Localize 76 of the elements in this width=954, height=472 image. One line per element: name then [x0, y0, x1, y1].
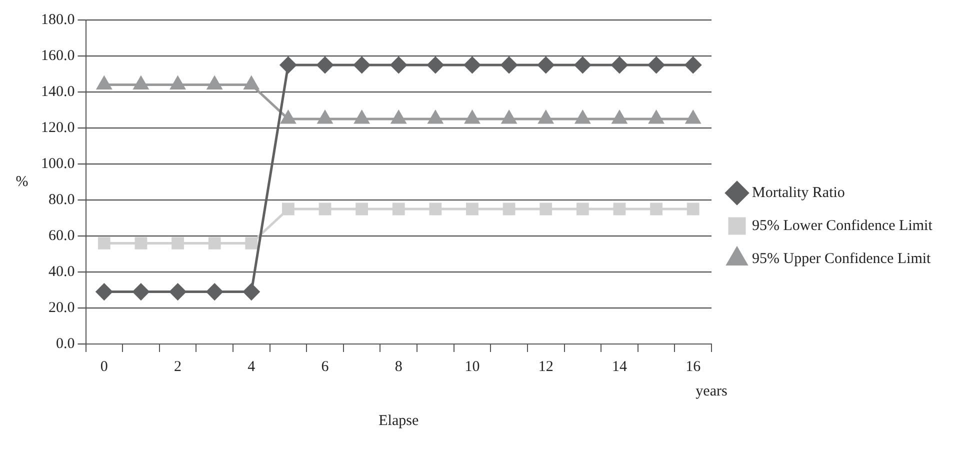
point: [648, 56, 665, 74]
x-axis-title: Elapse: [378, 412, 419, 429]
point: [648, 110, 664, 124]
x-tick-label: 4: [248, 358, 256, 375]
y-tick-label: 20.0: [48, 300, 75, 316]
point: [354, 110, 370, 124]
point: [538, 56, 554, 74]
point: [686, 110, 700, 124]
point: [575, 110, 590, 124]
text: years: [696, 383, 728, 400]
y-tick-label: 40.0: [48, 264, 75, 280]
y-axis-title: %: [16, 174, 28, 190]
point: [684, 56, 702, 74]
point: [170, 284, 186, 300]
point: [170, 76, 186, 90]
point: [206, 284, 223, 300]
point: [245, 237, 258, 250]
point: [96, 284, 112, 300]
point: [500, 56, 518, 74]
point: [429, 202, 442, 216]
point: [354, 56, 370, 74]
y-tick-label: 140.0: [41, 84, 75, 100]
point: [280, 110, 296, 124]
point: [686, 202, 700, 216]
point: [466, 202, 478, 216]
point: [611, 56, 628, 74]
point: [316, 56, 334, 74]
x-tick-label: 8: [394, 358, 402, 375]
x-tick-label: 2: [174, 358, 182, 375]
y-tick-label: 0.0: [56, 336, 75, 352]
point: [134, 76, 148, 90]
point: [280, 56, 296, 74]
point: [282, 202, 294, 216]
point: [208, 237, 221, 250]
point: [244, 76, 259, 90]
point: [172, 237, 184, 250]
point: [613, 202, 626, 216]
point: [650, 202, 662, 216]
legend-label: 95% Lower Confidence Limit: [752, 218, 934, 234]
point: [318, 110, 332, 124]
point: [207, 76, 222, 90]
point: [427, 56, 444, 74]
point: [390, 56, 407, 74]
point: [96, 76, 112, 90]
x-tick-label: 6: [321, 358, 330, 375]
point: [391, 110, 406, 124]
point: [464, 56, 480, 74]
point: [576, 202, 589, 216]
y-tick-label: 160.0: [41, 48, 75, 64]
point: [502, 202, 516, 216]
point: [502, 110, 516, 124]
x-tick-label: 0: [100, 358, 108, 375]
point: [392, 202, 405, 216]
point: [356, 202, 368, 216]
point: [318, 202, 332, 216]
y-tick-label: 180.0: [41, 12, 75, 28]
point: [134, 237, 148, 250]
point: [428, 110, 443, 124]
point: [612, 110, 627, 124]
y-tick-label: 80.0: [48, 192, 75, 208]
x-tick-label: 10: [464, 358, 480, 375]
point: [132, 284, 150, 300]
x-tick-label: 16: [686, 358, 702, 375]
point: [98, 237, 110, 250]
point: [574, 56, 591, 74]
legend-label: 95% Upper Confidence Limit: [752, 250, 932, 267]
point: [464, 110, 480, 124]
point: [243, 284, 260, 300]
y-tick-label: 100.0: [41, 156, 75, 172]
y-tick-label: 120.0: [41, 120, 75, 136]
x-tick-label: 12: [538, 358, 554, 375]
point: [540, 202, 552, 216]
legend-label: Mortality Ratio: [752, 184, 845, 201]
y-tick-label: 60.0: [48, 228, 75, 244]
x-tick-label: 14: [612, 358, 628, 375]
point: [538, 110, 554, 124]
